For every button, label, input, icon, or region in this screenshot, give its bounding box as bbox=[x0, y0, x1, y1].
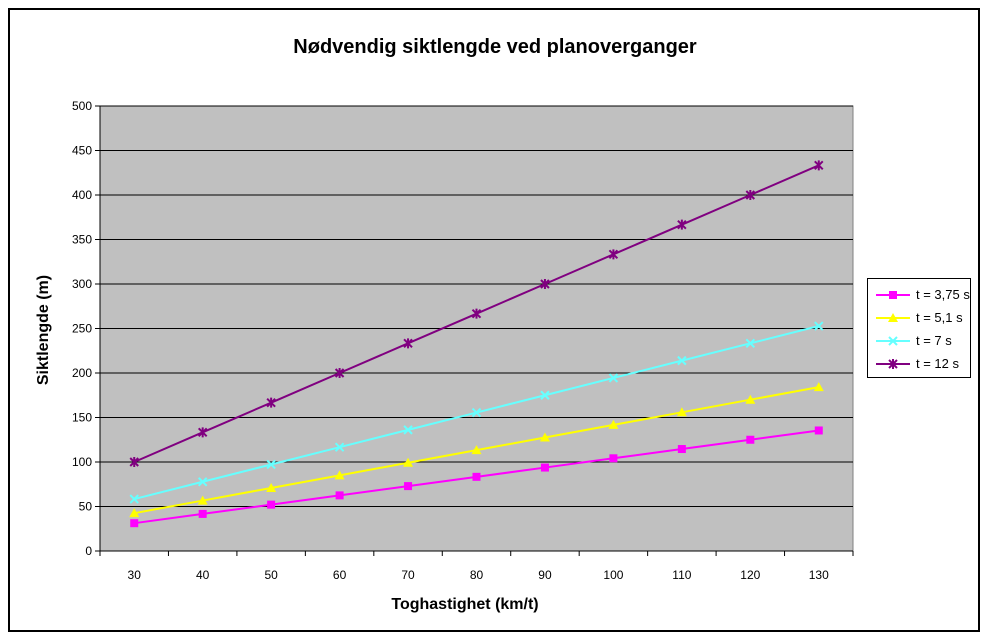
data-point bbox=[129, 508, 140, 518]
legend-item: t = 7 s bbox=[874, 329, 970, 352]
x-tick-label: 130 bbox=[809, 568, 829, 582]
data-point bbox=[266, 482, 277, 492]
data-point bbox=[608, 419, 619, 429]
data-point bbox=[677, 219, 687, 230]
data-point bbox=[814, 160, 824, 171]
legend-label: t = 12 s bbox=[916, 356, 959, 371]
legend-swatch bbox=[876, 290, 910, 299]
x-tick-label: 120 bbox=[740, 568, 760, 582]
data-point bbox=[334, 442, 345, 452]
data-point bbox=[198, 509, 207, 518]
data-point bbox=[540, 463, 549, 472]
y-tick-label: 50 bbox=[79, 500, 93, 514]
data-point bbox=[471, 407, 482, 418]
data-point bbox=[267, 500, 276, 509]
data-point bbox=[814, 426, 823, 435]
y-tick-label: 100 bbox=[72, 455, 92, 469]
data-point bbox=[130, 519, 139, 528]
legend-marker bbox=[888, 335, 898, 346]
legend-label: t = 5,1 s bbox=[916, 310, 963, 325]
data-point bbox=[677, 445, 686, 454]
data-point bbox=[745, 394, 756, 404]
x-axis-label: Toghastighet (km/t) bbox=[391, 596, 539, 613]
x-tick-label: 50 bbox=[264, 568, 278, 582]
data-point bbox=[197, 477, 208, 487]
x-tick-label: 30 bbox=[128, 568, 142, 582]
legend-label: t = 7 s bbox=[916, 333, 952, 348]
y-tick-label: 500 bbox=[72, 99, 92, 113]
data-point bbox=[676, 407, 687, 417]
y-tick-label: 450 bbox=[72, 144, 92, 158]
data-point bbox=[608, 373, 619, 383]
data-point bbox=[129, 494, 139, 504]
data-point bbox=[677, 355, 687, 366]
legend-item: t = 5,1 s bbox=[874, 306, 970, 329]
series-3 bbox=[129, 321, 824, 504]
legend-marker bbox=[888, 358, 898, 369]
x-tick-label: 40 bbox=[196, 568, 210, 582]
x-tick-label: 100 bbox=[603, 568, 623, 582]
data-point bbox=[471, 445, 482, 455]
data-point bbox=[539, 432, 550, 442]
data-point bbox=[266, 397, 276, 408]
data-point bbox=[745, 338, 756, 349]
x-tick-label: 80 bbox=[470, 568, 484, 582]
legend-item: t = 12 s bbox=[874, 352, 970, 375]
x-tick-label: 70 bbox=[401, 568, 415, 582]
data-point bbox=[745, 190, 756, 200]
y-tick-label: 300 bbox=[72, 277, 92, 291]
chart-title: Nødvendig siktlengde ved planoverganger bbox=[293, 36, 697, 58]
legend-item: t = 3,75 s bbox=[874, 283, 970, 306]
data-point bbox=[403, 338, 413, 349]
y-tick-label: 200 bbox=[72, 366, 92, 380]
x-tick-label: 110 bbox=[672, 568, 691, 582]
data-point bbox=[609, 454, 618, 463]
data-point bbox=[608, 249, 619, 260]
y-tick-label: 250 bbox=[72, 322, 92, 336]
legend-label: t = 3,75 s bbox=[916, 287, 970, 302]
legend-swatch bbox=[876, 358, 910, 369]
data-point bbox=[335, 491, 344, 500]
y-tick-label: 150 bbox=[72, 411, 92, 425]
y-tick-label: 350 bbox=[72, 233, 92, 247]
data-point bbox=[197, 427, 208, 438]
data-point bbox=[472, 472, 481, 481]
data-point bbox=[266, 459, 276, 470]
data-point bbox=[404, 482, 413, 491]
data-point bbox=[746, 435, 755, 444]
series-2 bbox=[129, 382, 824, 518]
legend-swatch bbox=[876, 312, 910, 322]
legend: t = 3,75 s t = 5,1 s t = 7 s t = 12 s bbox=[867, 278, 971, 378]
legend-marker bbox=[889, 290, 897, 299]
data-point bbox=[129, 457, 139, 467]
data-point bbox=[334, 470, 345, 480]
legend-swatch bbox=[876, 335, 910, 346]
y-tick-label: 400 bbox=[72, 188, 92, 202]
data-point bbox=[471, 308, 482, 319]
y-tick-label: 0 bbox=[85, 544, 92, 558]
data-point bbox=[334, 368, 345, 378]
x-tick-label: 60 bbox=[333, 568, 347, 582]
data-point bbox=[540, 390, 550, 400]
series-4 bbox=[129, 160, 824, 467]
series-1 bbox=[130, 426, 823, 528]
legend-marker bbox=[888, 312, 898, 322]
data-point bbox=[403, 457, 414, 467]
x-tick-label: 90 bbox=[538, 568, 552, 582]
data-point bbox=[814, 321, 824, 331]
data-point bbox=[197, 495, 208, 505]
data-point bbox=[540, 279, 550, 289]
data-point bbox=[403, 425, 413, 435]
data-point bbox=[813, 382, 824, 392]
